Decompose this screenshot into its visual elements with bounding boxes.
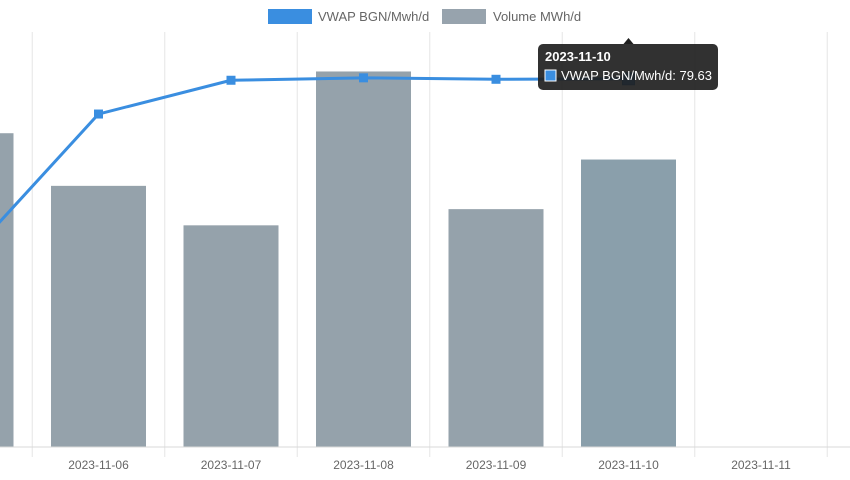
legend-swatch-volume — [442, 9, 486, 24]
x-tick-label: 2023-11-09 — [466, 458, 527, 472]
legend: VWAP BGN/Mwh/d Volume MWh/d — [268, 9, 581, 24]
vwap-point[interactable] — [226, 75, 236, 85]
x-tick-label: 2023-11-07 — [201, 458, 262, 472]
x-tick-label: 2023-11-06 — [68, 458, 129, 472]
x-tick-label: 2023-11-10 — [598, 458, 659, 472]
legend-item-volume[interactable]: Volume MWh/d — [442, 9, 581, 24]
volume-bar[interactable] — [448, 209, 544, 447]
tooltip-swatch — [544, 69, 557, 82]
x-tick-label: 2023-11-08 — [333, 458, 394, 472]
vwap-point[interactable] — [359, 73, 368, 83]
tooltip-caret — [623, 38, 634, 44]
vwap-line — [0, 76, 629, 224]
volume-bar[interactable] — [581, 159, 676, 447]
volume-bar[interactable] — [0, 133, 14, 447]
vwap-point[interactable] — [491, 74, 501, 84]
tooltip-box — [538, 44, 718, 90]
x-axis: 2023-11-06 2023-11-07 2023-11-08 2023-11-09… — [0, 446, 850, 472]
legend-label-vwap: VWAP BGN/Mwh/d — [318, 9, 429, 24]
volume-bar[interactable] — [316, 71, 411, 447]
x-tick-label: 2023-11-11 — [731, 458, 791, 472]
legend-label-volume: Volume MWh/d — [493, 9, 581, 24]
legend-swatch-vwap — [268, 9, 312, 24]
tooltip-title: 2023-11-10 — [545, 49, 611, 64]
vwap-point[interactable] — [94, 109, 103, 119]
volume-bar[interactable] — [51, 185, 146, 448]
grid — [31, 32, 828, 457]
tooltip: 2023-11-10 VWAP BGN/Mwh/d: 79.63 — [538, 38, 718, 90]
tooltip-label: VWAP BGN/Mwh/d: 79.63 — [561, 68, 712, 83]
legend-item-vwap[interactable]: VWAP BGN/Mwh/d — [268, 9, 429, 24]
volume-bar[interactable] — [183, 225, 279, 447]
volume-bars — [0, 71, 676, 448]
